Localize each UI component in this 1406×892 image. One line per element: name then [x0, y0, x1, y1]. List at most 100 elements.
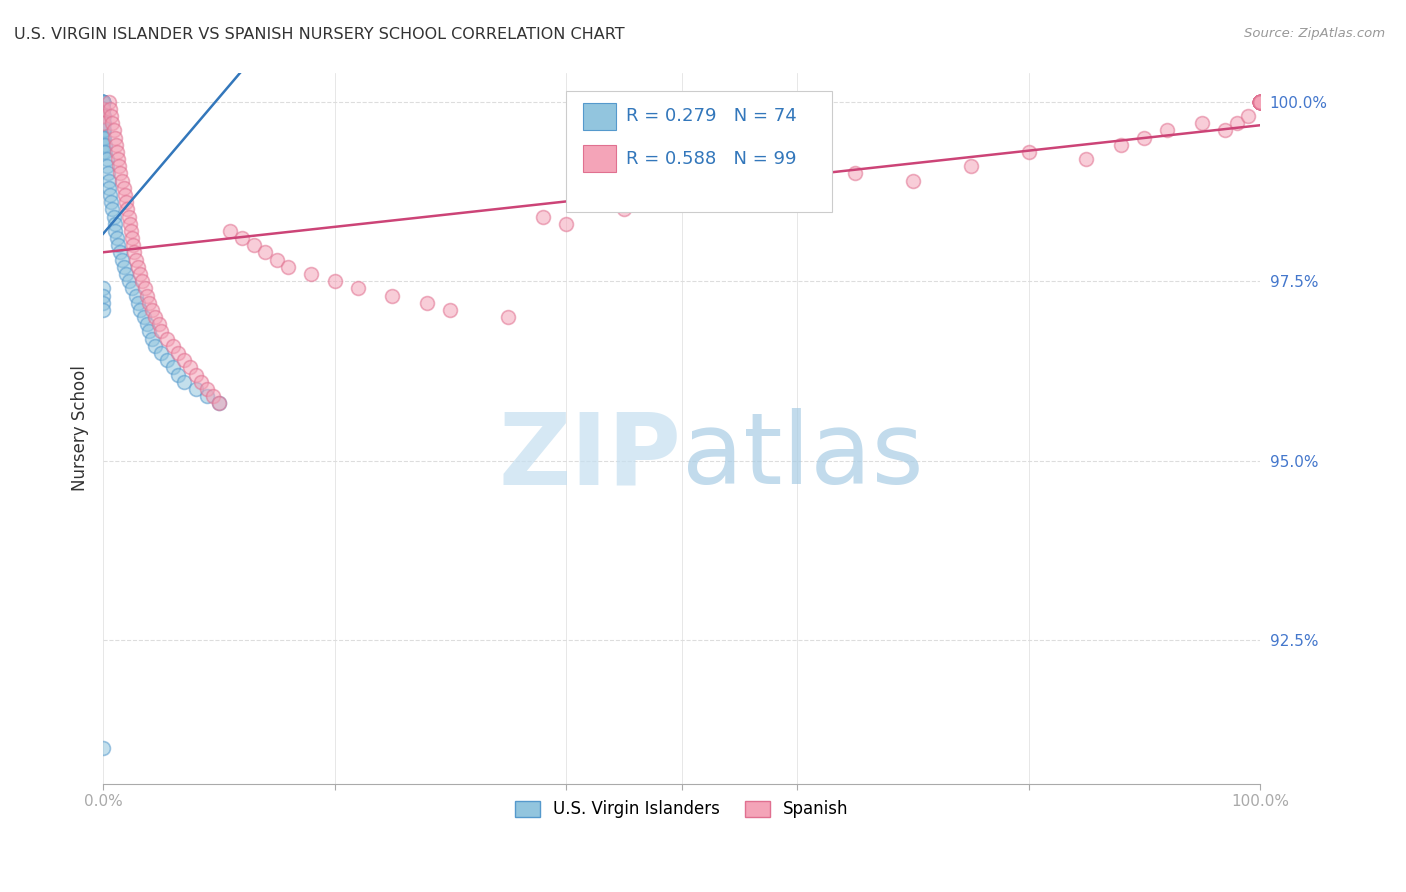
Point — [162, 360, 184, 375]
Text: R = 0.279   N = 74: R = 0.279 N = 74 — [626, 107, 797, 126]
Point — [208, 396, 231, 410]
Point — [91, 109, 114, 123]
Point — [1249, 95, 1271, 109]
Point — [134, 281, 156, 295]
Point — [91, 109, 114, 123]
Point — [107, 238, 129, 252]
Point — [1249, 95, 1271, 109]
Point — [1249, 95, 1271, 109]
Point — [91, 740, 114, 755]
Point — [91, 95, 114, 109]
Text: ZIP: ZIP — [499, 409, 682, 505]
Point — [117, 274, 139, 288]
Point — [277, 260, 299, 274]
Point — [439, 302, 461, 317]
Point — [141, 302, 163, 317]
Point — [959, 159, 981, 173]
Point — [671, 188, 693, 202]
Point — [184, 368, 207, 382]
Point — [127, 260, 149, 274]
Point — [91, 95, 114, 109]
Point — [202, 389, 225, 403]
Point — [195, 389, 218, 403]
Bar — [583, 103, 616, 130]
Point — [94, 145, 117, 159]
Point — [97, 174, 120, 188]
Point — [91, 123, 114, 137]
Point — [91, 95, 114, 109]
Point — [1249, 95, 1271, 109]
Point — [117, 202, 139, 217]
Point — [111, 252, 134, 267]
Point — [127, 295, 149, 310]
Point — [91, 109, 114, 123]
Text: R = 0.588   N = 99: R = 0.588 N = 99 — [626, 150, 797, 168]
Point — [1249, 95, 1271, 109]
Point — [1191, 116, 1213, 130]
Point — [91, 295, 114, 310]
Text: U.S. VIRGIN ISLANDER VS SPANISH NURSERY SCHOOL CORRELATION CHART: U.S. VIRGIN ISLANDER VS SPANISH NURSERY … — [14, 27, 624, 42]
Point — [110, 245, 132, 260]
Point — [299, 267, 322, 281]
Point — [121, 231, 143, 245]
Point — [381, 288, 404, 302]
Point — [173, 375, 195, 389]
Point — [98, 102, 121, 116]
Point — [110, 166, 132, 180]
Point — [104, 224, 127, 238]
Point — [112, 260, 135, 274]
Point — [143, 310, 166, 324]
Point — [97, 95, 120, 109]
Point — [93, 109, 115, 123]
Point — [1249, 95, 1271, 109]
Point — [195, 382, 218, 396]
Point — [91, 145, 114, 159]
Point — [91, 116, 114, 130]
Point — [141, 332, 163, 346]
Point — [1249, 95, 1271, 109]
Point — [416, 295, 439, 310]
Point — [129, 267, 152, 281]
Point — [97, 181, 120, 195]
Point — [1249, 95, 1271, 109]
Point — [91, 95, 114, 109]
Point — [132, 310, 155, 324]
Point — [1156, 123, 1178, 137]
Point — [91, 102, 114, 116]
Point — [118, 217, 141, 231]
Point — [91, 102, 114, 116]
Point — [91, 102, 114, 116]
Point — [1249, 95, 1271, 109]
Legend: U.S. Virgin Islanders, Spanish: U.S. Virgin Islanders, Spanish — [508, 794, 855, 825]
Point — [1249, 95, 1271, 109]
Point — [120, 224, 142, 238]
Point — [143, 339, 166, 353]
Point — [136, 288, 159, 302]
Point — [103, 123, 125, 137]
Point — [138, 325, 160, 339]
Point — [1249, 95, 1271, 109]
Point — [156, 332, 179, 346]
Point — [167, 368, 190, 382]
Point — [91, 95, 114, 109]
Point — [901, 174, 924, 188]
Point — [108, 159, 131, 173]
Point — [91, 102, 114, 116]
Point — [91, 95, 114, 109]
Point — [1249, 95, 1271, 109]
Point — [208, 396, 231, 410]
Point — [496, 310, 519, 324]
Point — [231, 231, 253, 245]
Point — [117, 210, 139, 224]
Point — [96, 152, 118, 166]
Point — [786, 195, 808, 210]
Point — [1237, 109, 1260, 123]
Point — [346, 281, 368, 295]
Point — [1249, 95, 1271, 109]
Point — [1249, 95, 1271, 109]
Point — [167, 346, 190, 360]
Point — [148, 318, 170, 332]
Point — [94, 137, 117, 152]
Point — [93, 116, 115, 130]
Point — [101, 202, 124, 217]
